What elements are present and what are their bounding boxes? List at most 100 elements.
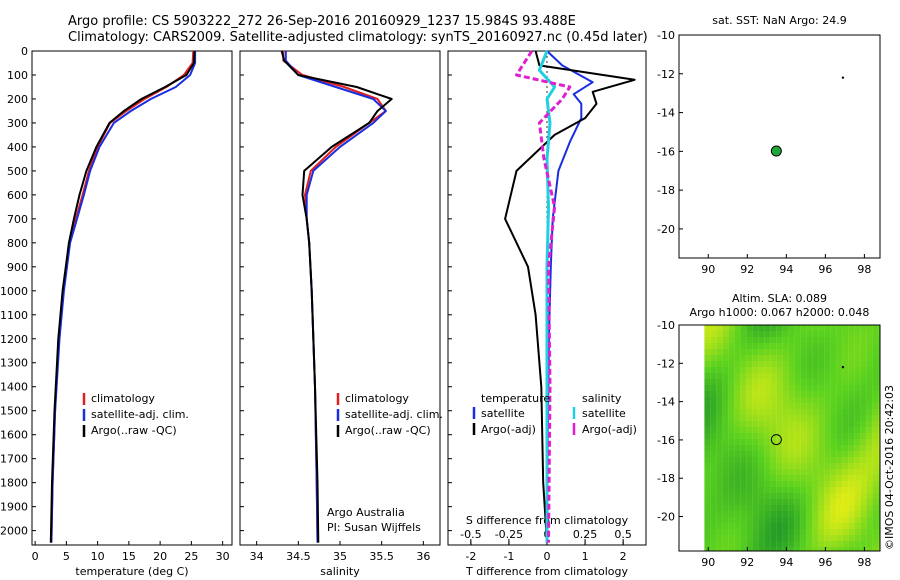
heatmap-cell — [782, 445, 789, 451]
heatmap-cell — [704, 535, 711, 541]
heatmap-cell — [872, 541, 879, 547]
heatmap-cell — [752, 439, 759, 445]
heatmap-cell — [764, 403, 771, 409]
heatmap-cell — [830, 391, 837, 397]
heatmap-cell — [842, 337, 849, 343]
heatmap-cell — [752, 415, 759, 421]
heatmap-cell — [866, 475, 873, 481]
heatmap-cell — [782, 385, 789, 391]
heatmap-cell — [716, 349, 723, 355]
heatmap-cell — [710, 433, 717, 439]
heatmap-cell — [830, 445, 837, 451]
heatmap-cell — [794, 367, 801, 373]
heatmap-cell — [746, 349, 753, 355]
heatmap-cell — [860, 481, 867, 487]
heatmap-cell — [788, 463, 795, 469]
heatmap-cell — [788, 475, 795, 481]
heatmap-cell — [818, 385, 825, 391]
heatmap-cell — [734, 397, 741, 403]
heatmap-cell — [836, 331, 843, 337]
heatmap-cell — [800, 403, 807, 409]
y-tick-label: -20 — [657, 511, 675, 524]
heatmap-cell — [728, 373, 735, 379]
heatmap-cell — [872, 373, 879, 379]
heatmap-cell — [872, 331, 879, 337]
heatmap-cell — [860, 331, 867, 337]
heatmap-cell — [734, 355, 741, 361]
heatmap-cell — [866, 511, 873, 517]
heatmap-cell — [728, 439, 735, 445]
heatmap-cell — [830, 535, 837, 541]
heatmap-cell — [752, 355, 759, 361]
heatmap-cell — [800, 325, 807, 331]
heatmap-cell — [776, 541, 783, 547]
heatmap-cell — [824, 457, 831, 463]
x-tick-label: 5 — [63, 550, 70, 563]
heatmap-cell — [782, 349, 789, 355]
heatmap-cell — [752, 331, 759, 337]
heatmap-cell — [866, 403, 873, 409]
heatmap-cell — [716, 409, 723, 415]
heatmap-cell — [824, 373, 831, 379]
heatmap-cell — [764, 421, 771, 427]
heatmap-cell — [818, 391, 825, 397]
heatmap-cell — [818, 379, 825, 385]
heatmap-cell — [764, 481, 771, 487]
heatmap-cell — [764, 337, 771, 343]
heatmap-cell — [728, 511, 735, 517]
heatmap-cell — [806, 391, 813, 397]
heatmap-cell — [734, 493, 741, 499]
heatmap-cell — [734, 463, 741, 469]
heatmap-cell — [794, 487, 801, 493]
heatmap-cell — [866, 505, 873, 511]
heatmap-cell — [704, 493, 711, 499]
heatmap-cell — [848, 325, 855, 331]
heatmap-cell — [818, 409, 825, 415]
heatmap-cell — [740, 469, 747, 475]
heatmap-cell — [812, 331, 819, 337]
heatmap-cell — [824, 367, 831, 373]
heatmap-cell — [722, 487, 729, 493]
heatmap-cell — [764, 331, 771, 337]
heatmap-cell — [728, 451, 735, 457]
heatmap-cell — [806, 529, 813, 535]
heatmap-cell — [728, 397, 735, 403]
heatmap-cell — [806, 499, 813, 505]
legend-label: satellite — [481, 407, 525, 420]
heatmap-cell — [854, 355, 861, 361]
heatmap-cell — [782, 487, 789, 493]
heatmap-cell — [728, 391, 735, 397]
x-tick-label: 92 — [740, 556, 754, 569]
heatmap-cell — [854, 385, 861, 391]
heatmap-cell — [746, 475, 753, 481]
x-tick-label: 98 — [857, 556, 871, 569]
heatmap-cell — [782, 457, 789, 463]
heatmap-cell — [704, 487, 711, 493]
heatmap-cell — [830, 415, 837, 421]
heatmap-cell — [806, 433, 813, 439]
heatmap-cell — [758, 397, 765, 403]
heatmap-cell — [842, 367, 849, 373]
heatmap-cell — [764, 445, 771, 451]
heatmap-cell — [860, 505, 867, 511]
heatmap-cell — [788, 505, 795, 511]
heatmap-cell — [872, 529, 879, 535]
heatmap-cell — [866, 451, 873, 457]
heatmap-cell — [776, 451, 783, 457]
heatmap-cell — [728, 379, 735, 385]
heatmap-cell — [836, 451, 843, 457]
heatmap-cell — [818, 469, 825, 475]
heatmap-cell — [848, 367, 855, 373]
heatmap-cell — [830, 481, 837, 487]
heatmap-cell — [746, 463, 753, 469]
heatmap-cell — [788, 403, 795, 409]
heatmap-cell — [704, 403, 711, 409]
heatmap-cell — [872, 397, 879, 403]
heatmap-cell — [848, 511, 855, 517]
heatmap-cell — [788, 439, 795, 445]
heatmap-cell — [764, 517, 771, 523]
y-tick-label: 1800 — [0, 477, 28, 490]
y-tick-label: 900 — [7, 261, 28, 274]
heatmap-cell — [866, 481, 873, 487]
heatmap-cell — [818, 421, 825, 427]
